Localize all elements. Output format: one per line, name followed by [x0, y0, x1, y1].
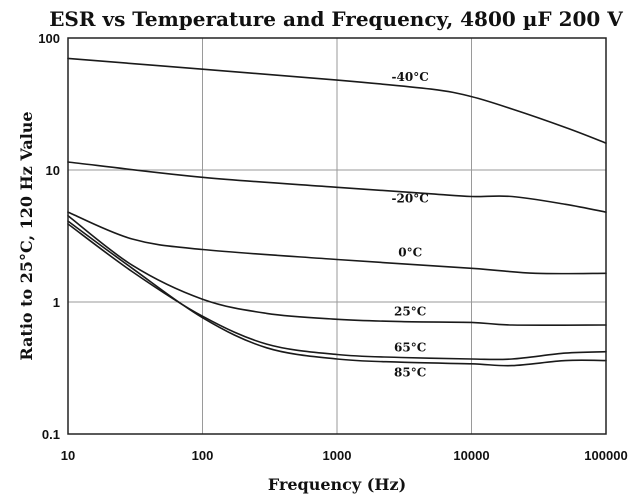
x-tick-label: 10 — [61, 448, 75, 463]
grid-layer — [68, 38, 606, 434]
y-tick-label: 1 — [53, 295, 60, 310]
series-line-65-c — [67, 223, 607, 361]
x-tick-label: 1000 — [323, 448, 352, 463]
series-label-20-c: -20°C — [392, 191, 429, 205]
x-tick-label: 10000 — [453, 448, 489, 463]
x-tick-label: 100000 — [584, 448, 627, 463]
series-layer — [67, 57, 607, 367]
tick-layer: 10 100 1000 10000 100000 0.1 1 10 100 — [38, 31, 627, 463]
x-tick-label: 100 — [192, 448, 214, 463]
y-tick-label: 10 — [46, 163, 60, 178]
annotation-layer: -40°C -20°C 0°C 25°C 65°C 85°C — [392, 70, 429, 379]
series-label-25-c: 25°C — [394, 305, 426, 319]
series-label-0-c: 0°C — [398, 245, 422, 259]
series-line-0-c — [67, 211, 607, 275]
series-line-85-c — [67, 220, 607, 367]
plot-frame — [67, 37, 607, 435]
y-tick-label: 100 — [38, 31, 60, 46]
y-tick-label: 0.1 — [42, 427, 60, 442]
x-axis-label: Frequency (Hz) — [268, 475, 406, 494]
series-label-85-c: 85°C — [394, 365, 426, 379]
series-label-40-c: -40°C — [392, 70, 429, 84]
y-axis-label: Ratio to 25°C, 120 Hz Value — [17, 111, 36, 360]
series-line-20-c — [67, 161, 607, 213]
series-line-25-c — [67, 215, 607, 326]
series-line-40-c — [67, 57, 607, 144]
chart-title: ESR vs Temperature and Frequency, 4800 µ… — [49, 7, 623, 31]
series-label-65-c: 65°C — [394, 341, 426, 355]
